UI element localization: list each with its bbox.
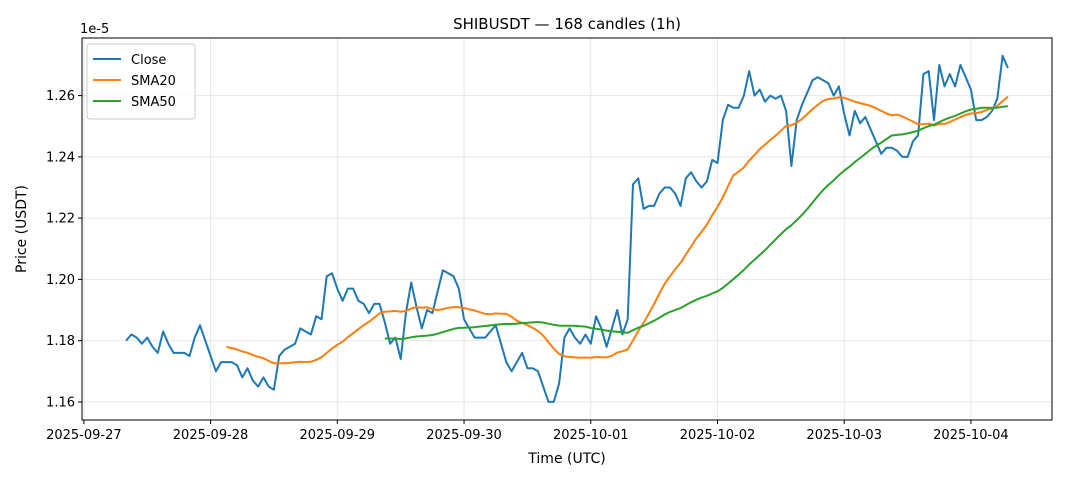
x-tick-label: 2025-09-28 bbox=[173, 428, 249, 443]
y-offset-label: 1e-5 bbox=[80, 22, 109, 37]
x-tick-label: 2025-09-27 bbox=[46, 428, 122, 443]
x-axis-label: Time (UTC) bbox=[527, 451, 605, 467]
y-tick-label: 1.22 bbox=[46, 212, 75, 227]
grid bbox=[82, 38, 1052, 420]
x-tick-label: 2025-10-03 bbox=[806, 428, 882, 443]
x-tick-label: 2025-09-29 bbox=[300, 428, 376, 443]
x-axis: 2025-09-27 2025-09-28 2025-09-29 2025-09-30… bbox=[46, 420, 1009, 443]
legend-label-sma20: SMA20 bbox=[131, 74, 176, 89]
series-line-close bbox=[125, 54, 1009, 403]
chart-title: SHIBUSDT — 168 candles (1h) bbox=[453, 15, 681, 33]
y-tick-label: 1.18 bbox=[46, 334, 75, 349]
x-tick-label: 2025-09-30 bbox=[426, 428, 502, 443]
x-tick-label: 2025-10-02 bbox=[680, 428, 756, 443]
y-axis: 1.16 1.18 1.20 1.22 1.24 1.26 bbox=[46, 89, 82, 410]
y-tick-label: 1.26 bbox=[46, 89, 75, 104]
x-tick-label: 2025-10-01 bbox=[553, 428, 629, 443]
legend-label-close: Close bbox=[131, 53, 166, 68]
y-tick-label: 1.20 bbox=[46, 273, 75, 288]
series-line-sma50 bbox=[384, 105, 1009, 340]
y-tick-label: 1.16 bbox=[46, 395, 75, 410]
legend: Close SMA20 SMA50 bbox=[86, 43, 196, 120]
plot-frame bbox=[81, 37, 1053, 421]
series-line-sma20 bbox=[226, 95, 1009, 365]
series-lines bbox=[125, 54, 1009, 403]
legend-label-sma50: SMA50 bbox=[131, 95, 176, 110]
y-tick-label: 1.24 bbox=[46, 150, 75, 165]
x-tick-label: 2025-10-04 bbox=[933, 428, 1009, 443]
y-axis-label: Price (USDT) bbox=[14, 185, 30, 273]
